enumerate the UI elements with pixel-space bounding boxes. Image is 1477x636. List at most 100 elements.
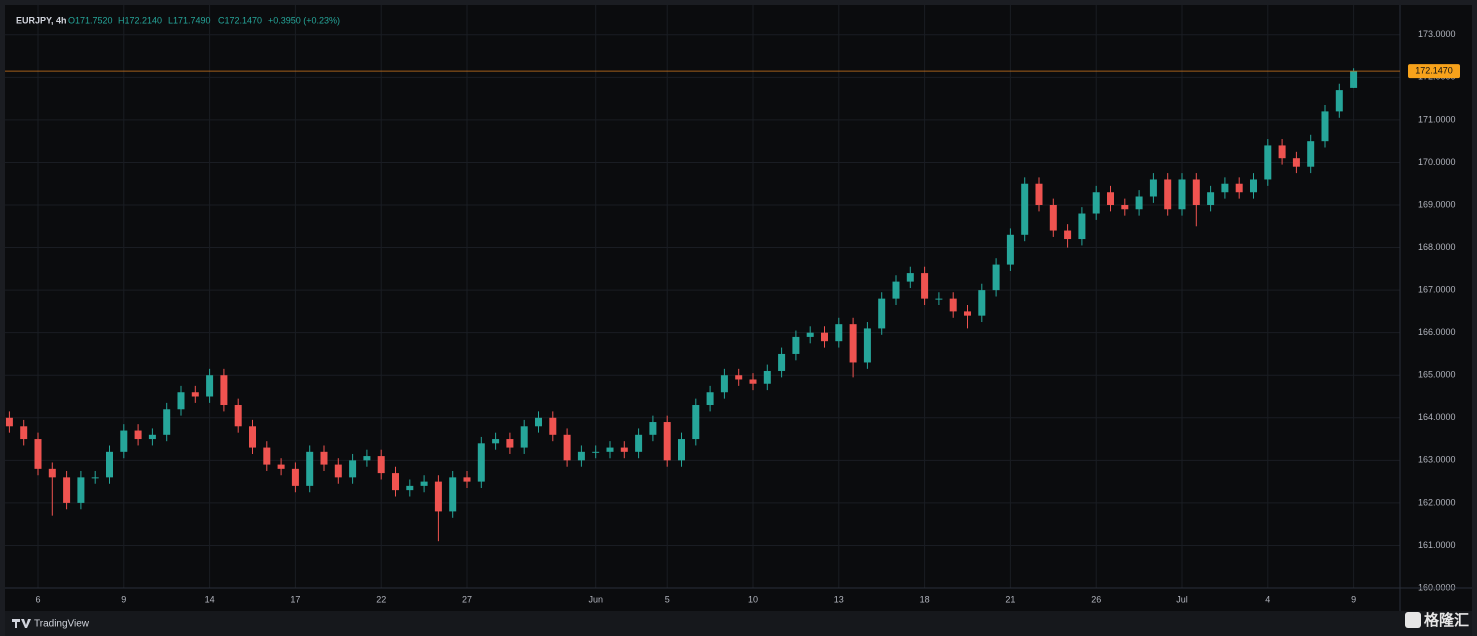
candle-body — [120, 430, 128, 452]
candle-body — [964, 311, 971, 316]
candle-body — [406, 485, 414, 491]
y-tick-label: 164.0000 — [1418, 412, 1456, 422]
x-tick-label: 5 — [665, 594, 670, 604]
candle-body — [563, 434, 571, 461]
candle-body — [1092, 192, 1100, 214]
candle-body — [1335, 90, 1343, 112]
candle-body — [1064, 230, 1072, 240]
y-tick-label: 160.0000 — [1418, 582, 1456, 592]
candle-body — [48, 468, 56, 478]
candle-body — [1235, 183, 1243, 193]
candle-body — [191, 392, 199, 397]
candle-body — [163, 409, 171, 435]
y-tick-label: 170.0000 — [1418, 157, 1456, 167]
candle-body — [706, 392, 714, 406]
candle-body — [806, 332, 814, 337]
x-tick-label: Jun — [588, 594, 603, 604]
candle-body — [1292, 158, 1300, 167]
footer-bar — [5, 611, 1472, 636]
y-tick-label: 167.0000 — [1418, 284, 1456, 294]
candle-body — [849, 324, 857, 363]
candle-body — [1135, 196, 1143, 210]
candle-body — [1149, 179, 1157, 197]
y-tick-label: 168.0000 — [1418, 242, 1456, 252]
candle-body — [91, 477, 99, 479]
ohlc-high: H172.2140 — [118, 15, 162, 25]
candle-body — [434, 481, 442, 512]
candle-body — [663, 422, 671, 461]
x-tick-label: 22 — [376, 594, 386, 604]
candle-body — [492, 439, 500, 444]
x-tick-label: 27 — [462, 594, 472, 604]
plot-background — [5, 5, 1472, 611]
candle-body — [249, 426, 256, 448]
candle-body — [134, 430, 142, 440]
y-tick-label: 162.0000 — [1418, 497, 1456, 507]
candle-body — [1049, 205, 1057, 231]
candle-body — [291, 468, 299, 486]
x-tick-label: 10 — [748, 594, 758, 604]
candle-body — [320, 451, 328, 465]
candle-body — [1192, 179, 1200, 206]
candle-body — [592, 451, 600, 453]
candle-body — [106, 451, 113, 478]
candle-body — [1221, 183, 1229, 193]
candle-body — [363, 456, 371, 461]
candle-body — [1006, 234, 1014, 265]
candle-body — [77, 477, 85, 503]
candle-body — [220, 375, 228, 406]
candle-body — [678, 439, 685, 461]
candle-body — [692, 405, 700, 440]
x-tick-label: 21 — [1005, 594, 1015, 604]
y-tick-label: 171.0000 — [1418, 114, 1456, 124]
candle-body — [234, 405, 242, 427]
candle-body — [906, 273, 914, 282]
candle-body — [792, 336, 800, 354]
symbol: EURJPY, 4h — [16, 15, 67, 25]
x-tick-label: 14 — [205, 594, 215, 604]
candle-body — [277, 464, 285, 469]
x-tick-label: 6 — [35, 594, 40, 604]
candle-body — [206, 375, 214, 397]
candle-body — [635, 434, 643, 452]
candle-body — [549, 417, 557, 435]
candle-body — [978, 290, 986, 316]
candle-body — [649, 422, 657, 435]
candle-body — [778, 353, 786, 371]
ohlc-close: C172.1470 — [218, 15, 262, 25]
candle-body — [878, 298, 886, 329]
y-tick-label: 166.0000 — [1418, 327, 1456, 337]
candle-body — [735, 375, 743, 380]
change: +0.3950 (+0.23%) — [268, 15, 340, 25]
candle-body — [749, 379, 757, 384]
candle-body — [620, 447, 628, 452]
candle-body — [263, 447, 271, 465]
candle-body — [520, 426, 528, 448]
candle-body — [1207, 192, 1215, 206]
candle-body — [392, 473, 399, 491]
candle-body — [306, 451, 314, 486]
watermark: 格隆汇 — [1424, 611, 1469, 629]
x-tick-label: 4 — [1265, 594, 1270, 604]
candle-body — [921, 273, 929, 299]
candle-body — [177, 392, 185, 410]
candle-body — [1021, 183, 1029, 235]
candle-body — [1350, 71, 1358, 88]
candle-body — [477, 443, 485, 482]
candle-body — [420, 481, 428, 486]
candle-body — [720, 375, 728, 393]
y-tick-label: 173.0000 — [1418, 29, 1456, 39]
y-tick-label: 161.0000 — [1418, 540, 1456, 550]
candle-body — [1164, 179, 1172, 210]
header: EURJPY, 4h O171.7520 H172.2140 L171.7490… — [16, 15, 340, 25]
y-tick-label: 165.0000 — [1418, 370, 1456, 380]
candle-body — [835, 324, 843, 342]
candle-body — [148, 434, 156, 440]
x-tick-label: Jul — [1176, 594, 1188, 604]
candle-body — [606, 447, 614, 452]
candle-body — [1178, 179, 1186, 210]
last-price-label: 172.1470 — [1415, 65, 1453, 75]
candle-body — [5, 417, 13, 427]
y-tick-label: 163.0000 — [1418, 455, 1456, 465]
candle-body — [992, 264, 1000, 291]
